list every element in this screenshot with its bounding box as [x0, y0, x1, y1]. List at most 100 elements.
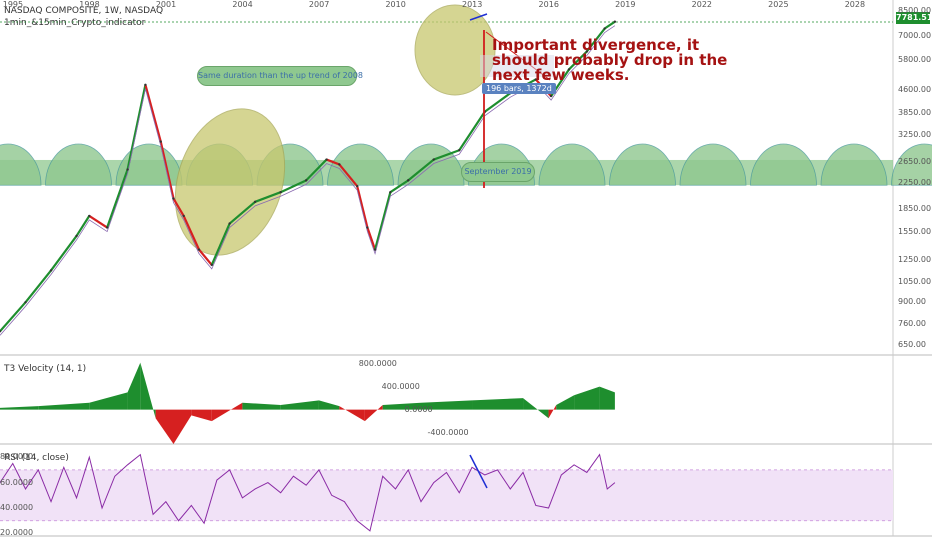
price-tick-label: 900.00 [898, 297, 926, 307]
price-point [613, 20, 617, 23]
price-tick-label: 1250.00 [898, 254, 932, 264]
highlight-ellipse-2004 [174, 108, 286, 256]
rsi-line [0, 453, 616, 532]
price-segment [366, 227, 377, 250]
price-point [159, 140, 162, 143]
price-segment [458, 111, 486, 151]
price-segment [88, 214, 108, 229]
price-point [182, 214, 185, 218]
chart-title: NASDAQ COMPOSITE, 1W, NASDAQ [4, 6, 164, 16]
price-segment [182, 215, 201, 251]
price-segment [389, 179, 409, 194]
price-point [549, 94, 553, 98]
velocity-area-segment [242, 402, 281, 410]
price-tick-label: 1850.00 [898, 203, 932, 213]
velocity-area-segment [420, 400, 473, 410]
price-point [603, 27, 606, 30]
velocity-area-segment [364, 405, 383, 422]
velocity-area-segment [89, 392, 128, 410]
price-tick-label: 1550.00 [898, 226, 932, 236]
price-segment [305, 158, 328, 182]
price-point [534, 78, 537, 81]
velocity-area-segment [0, 406, 39, 410]
price-point [105, 226, 109, 229]
velocity-area-segment [155, 409, 174, 444]
price-tick-label: 3850.00 [898, 108, 932, 118]
price-segment [172, 197, 185, 217]
cycle-semicircle [45, 143, 112, 186]
price-point [172, 197, 175, 200]
velocity-tick-label: 400.0000 [381, 381, 420, 391]
x-tick-label: 2010 [385, 0, 406, 9]
velocity-area-segment [38, 402, 90, 410]
price-point [407, 179, 410, 182]
price-segment [373, 191, 392, 250]
velocity-area-segment [556, 395, 575, 410]
cycle-semicircle [750, 143, 817, 186]
velocity-tick-label: -400.0000 [427, 427, 469, 437]
price-tick-label: 650.00 [898, 339, 926, 349]
velocity-area-segment [211, 402, 243, 422]
cycle-semicircle [609, 143, 676, 186]
projection-range-box [480, 55, 554, 77]
cycle-semicircle [891, 143, 932, 186]
price-point [24, 301, 27, 304]
x-tick-label: 2022 [691, 0, 712, 9]
bars-count-box: 196 bars, 1372d [482, 83, 556, 94]
price-segment [126, 84, 147, 170]
price-segment [356, 185, 369, 228]
price-point [197, 248, 201, 251]
price-tick-label: 4600.00 [898, 85, 932, 95]
cycle-semicircle [327, 143, 394, 186]
price-tick-label: 760.00 [898, 319, 926, 329]
x-tick-label: 2028 [844, 0, 866, 9]
price-segment [433, 149, 460, 161]
price-point [458, 149, 461, 152]
price-segment [24, 269, 52, 303]
velocity-area-segment [548, 405, 557, 419]
velocity-tick-label: 800.0000 [358, 358, 397, 368]
annotation-bubble-duration: Same duration than the up trend of 2008 [197, 66, 363, 86]
indicator-label: 1min_&15min_Crypto_indicator [4, 18, 146, 28]
velocity-area-segment [191, 409, 212, 422]
price-segment [106, 169, 129, 228]
price-tick-label: 7000.00 [898, 30, 932, 40]
velocity-tick-label: 0.0000 [404, 404, 433, 414]
price-segment [198, 248, 213, 266]
rsi-pane-title: RSI (14, close) [4, 453, 69, 463]
rsi-tick-label: 40.0000 [0, 503, 34, 513]
velocity-area-segment [339, 406, 365, 422]
price-segment [144, 84, 162, 142]
price-point [432, 158, 435, 161]
velocity-area-segment [318, 400, 340, 410]
cycle-semicircle [538, 143, 606, 186]
price-segment [159, 141, 175, 199]
price-tick-label: 2250.00 [898, 178, 932, 188]
price-point [389, 190, 392, 194]
x-tick-label: 2025 [768, 0, 789, 9]
price-trendline [469, 13, 488, 21]
rsi-band [0, 469, 893, 521]
price-point [279, 190, 282, 194]
price-segment [604, 20, 616, 30]
price-segment [407, 158, 435, 182]
x-tick-label: 2007 [308, 0, 330, 9]
annotation-bubble-september: September 2019 [461, 162, 535, 182]
highlight-ellipse-2017 [414, 4, 496, 96]
price-point [304, 179, 308, 182]
price-point [366, 226, 369, 229]
rsi-tick-label: 80.0000 [0, 452, 34, 462]
price-segment [228, 200, 256, 225]
price-tick-label: 3250.00 [898, 130, 932, 140]
velocity-area-segment [280, 400, 319, 410]
rsi-trendline [469, 454, 488, 489]
price-point [210, 263, 213, 267]
price-segment [0, 301, 27, 333]
divergence-note: Important divergence, it should probably… [492, 36, 728, 84]
cycle-semicircle [820, 143, 888, 186]
last-price-tag: 7781.51 [896, 12, 932, 24]
cycle-semicircle [0, 143, 42, 186]
velocity-area-segment [127, 362, 141, 410]
price-point [325, 158, 328, 161]
x-tick-label: 2004 [232, 0, 253, 9]
